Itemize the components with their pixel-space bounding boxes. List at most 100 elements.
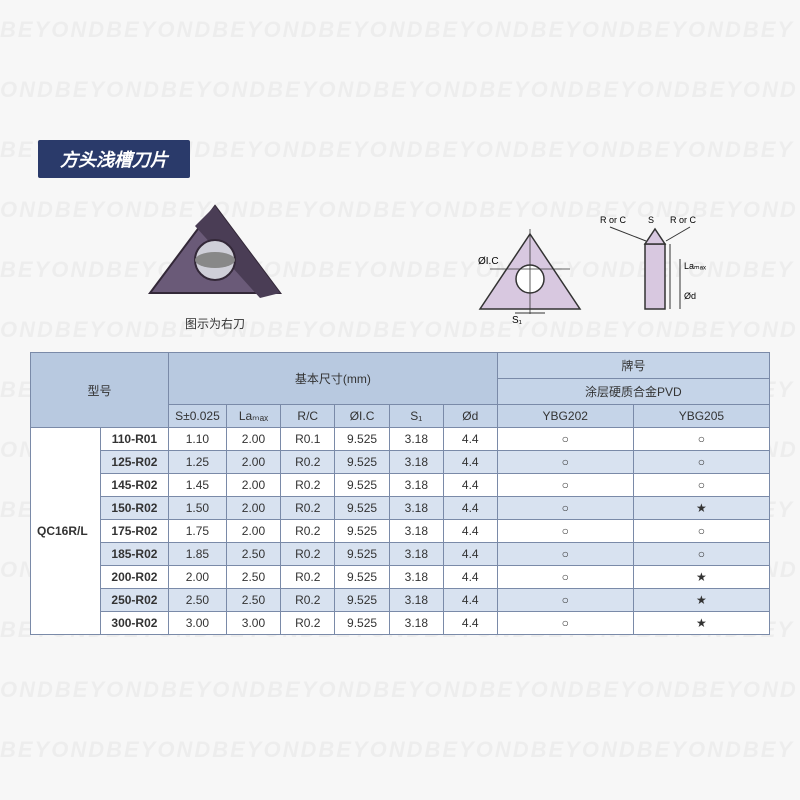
model-code: 200-R02 [100,566,168,589]
cell-s: 1.75 [169,520,227,543]
cell-s1: 3.18 [389,428,443,451]
table-row: 200-R022.002.50R0.29.5253.184.4○★ [31,566,770,589]
hdr-model: 型号 [31,353,169,428]
hdr-dims: 基本尺寸(mm) [169,353,498,405]
cell-rc: R0.2 [281,589,335,612]
cell-g205: ★ [633,497,769,520]
cell-rc: R0.2 [281,612,335,635]
hdr-s1: S₁ [389,405,443,428]
cell-g202: ○ [497,474,633,497]
cell-ic: 9.525 [335,543,389,566]
cell-od: 4.4 [443,520,497,543]
cell-g202: ○ [497,451,633,474]
cell-s: 3.00 [169,612,227,635]
cell-rc: R0.1 [281,428,335,451]
cell-rc: R0.2 [281,474,335,497]
table-body: QC16R/L110-R011.102.00R0.19.5253.184.4○○… [31,428,770,635]
cell-s: 1.85 [169,543,227,566]
cell-s: 2.00 [169,566,227,589]
svg-text:Laₘₐₓ: Laₘₐₓ [684,261,706,271]
page-content: 方头浅槽刀片 图示为右刀 ØI.C S₁ [0,0,800,655]
cell-s: 1.10 [169,428,227,451]
hdr-ybg205: YBG205 [633,405,769,428]
model-code: 185-R02 [100,543,168,566]
table-row: 125-R021.252.00R0.29.5253.184.4○○ [31,451,770,474]
cell-g202: ○ [497,566,633,589]
model-code: 150-R02 [100,497,168,520]
figure-caption: 图示为右刀 [140,315,290,332]
cell-la: 2.00 [226,428,280,451]
cell-la: 3.00 [226,612,280,635]
cell-ic: 9.525 [335,589,389,612]
cell-od: 4.4 [443,451,497,474]
cell-la: 2.00 [226,474,280,497]
cell-od: 4.4 [443,474,497,497]
table-header: 型号 基本尺寸(mm) 牌号 涂层硬质合金PVD S±0.025 Laₘₐₓ R… [31,353,770,428]
cell-g202: ○ [497,589,633,612]
hdr-oic: ØI.C [335,405,389,428]
cell-s1: 3.18 [389,589,443,612]
insert-icon [140,198,290,308]
cell-g205: ○ [633,543,769,566]
cell-s1: 3.18 [389,520,443,543]
cell-s: 1.45 [169,474,227,497]
cell-ic: 9.525 [335,474,389,497]
cell-g205: ○ [633,520,769,543]
table-row: 145-R021.452.00R0.29.5253.184.4○○ [31,474,770,497]
cell-s1: 3.18 [389,497,443,520]
hdr-ybg202: YBG202 [497,405,633,428]
model-code: 110-R01 [100,428,168,451]
insert-photo: 图示为右刀 [140,198,290,332]
model-code: 175-R02 [100,520,168,543]
cell-la: 2.50 [226,543,280,566]
cell-od: 4.4 [443,589,497,612]
table-row: 150-R021.502.00R0.29.5253.184.4○★ [31,497,770,520]
cell-rc: R0.2 [281,566,335,589]
cell-ic: 9.525 [335,612,389,635]
cell-od: 4.4 [443,566,497,589]
cell-g205: ○ [633,451,769,474]
cell-la: 2.00 [226,520,280,543]
cell-ic: 9.525 [335,497,389,520]
svg-text:R or C: R or C [670,215,697,225]
cell-s1: 3.18 [389,474,443,497]
table-row: 185-R021.852.50R0.29.5253.184.4○○ [31,543,770,566]
model-code: 145-R02 [100,474,168,497]
hdr-s: S±0.025 [169,405,227,428]
cell-ic: 9.525 [335,520,389,543]
cell-rc: R0.2 [281,497,335,520]
table-row: 250-R022.502.50R0.29.5253.184.4○★ [31,589,770,612]
cell-s1: 3.18 [389,566,443,589]
cell-s1: 3.18 [389,612,443,635]
cell-g205: ○ [633,428,769,451]
svg-text:Ød: Ød [684,291,696,301]
cell-g205: ★ [633,566,769,589]
cell-la: 2.00 [226,497,280,520]
svg-text:S: S [648,215,654,225]
dimension-diagram: ØI.C S₁ Laₘₐₓ Ød R or C S R or C [470,209,730,332]
cell-la: 2.00 [226,451,280,474]
svg-text:R or C: R or C [600,215,627,225]
cell-g205: ★ [633,589,769,612]
cell-rc: R0.2 [281,520,335,543]
cell-g202: ○ [497,520,633,543]
cell-la: 2.50 [226,589,280,612]
table-row: QC16R/L110-R011.102.00R0.19.5253.184.4○○ [31,428,770,451]
model-prefix: QC16R/L [31,428,101,635]
cell-ic: 9.525 [335,428,389,451]
table-row: 300-R023.003.00R0.29.5253.184.4○★ [31,612,770,635]
cell-la: 2.50 [226,566,280,589]
cell-g202: ○ [497,543,633,566]
hdr-grade: 牌号 [497,353,769,379]
cell-g205: ★ [633,612,769,635]
cell-s: 1.50 [169,497,227,520]
cell-s: 1.25 [169,451,227,474]
hdr-coating: 涂层硬质合金PVD [497,379,769,405]
svg-text:ØI.C: ØI.C [478,256,499,267]
cell-od: 4.4 [443,428,497,451]
hdr-od: Ød [443,405,497,428]
cell-od: 4.4 [443,543,497,566]
cell-od: 4.4 [443,497,497,520]
model-code: 300-R02 [100,612,168,635]
cell-g202: ○ [497,428,633,451]
